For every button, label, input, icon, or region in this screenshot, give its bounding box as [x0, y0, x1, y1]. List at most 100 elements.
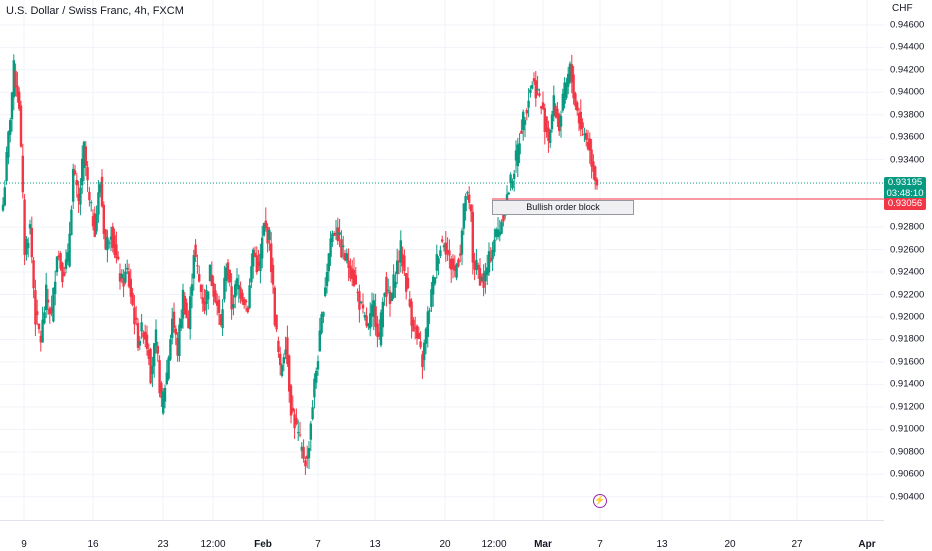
order-block-box[interactable] — [492, 200, 634, 215]
candle-body — [464, 196, 467, 212]
candle-body — [244, 300, 248, 303]
candle-body — [378, 332, 381, 337]
price-axis[interactable]: 0.94600 0.94400 0.94200 0.94000 0.93800 0.936… — [884, 0, 932, 520]
candle-body — [367, 323, 370, 327]
candle-body — [556, 108, 559, 119]
candle-body — [369, 313, 372, 329]
candle-body — [374, 306, 377, 327]
candle-body — [84, 146, 87, 167]
candle-body — [545, 116, 548, 133]
candle-body — [446, 249, 449, 254]
candle-body — [320, 313, 323, 334]
candle-body — [570, 64, 573, 83]
time-tick: 7 — [597, 539, 603, 550]
candle-body — [394, 281, 397, 288]
candle-body — [259, 253, 262, 272]
candle-body — [586, 141, 590, 150]
candlestick-chart[interactable] — [0, 0, 884, 520]
currency-label: CHF — [892, 3, 913, 14]
candle-body — [187, 317, 190, 329]
candle-body — [111, 226, 114, 248]
candle-body — [351, 268, 354, 280]
candle-body — [284, 349, 287, 355]
candle-body — [46, 299, 50, 303]
candle-body — [135, 317, 138, 320]
candle-body — [365, 315, 368, 326]
candle-body — [25, 238, 28, 255]
time-axis[interactable]: 9 16 23 12:00 Feb 7 13 20 12:00 Mar 7 13 20 27 Apr — [0, 520, 884, 551]
price-tick: 0.90600 — [890, 468, 925, 480]
candle-body — [414, 327, 417, 329]
candle-body — [498, 231, 501, 236]
candle-body — [99, 184, 102, 193]
candle-body — [336, 227, 339, 242]
candle-body — [385, 276, 388, 297]
candle-body — [527, 100, 530, 108]
candle-body — [381, 301, 384, 328]
candle-body — [250, 266, 253, 283]
candle-body — [228, 269, 231, 283]
candle-body — [302, 446, 305, 459]
candle-body — [567, 73, 570, 87]
candle-body — [61, 262, 64, 283]
candle-body — [376, 323, 379, 337]
candle-body — [174, 328, 177, 335]
candle-body — [145, 334, 149, 349]
candle-body — [23, 199, 26, 255]
candle-body — [558, 114, 561, 132]
candle-body — [275, 314, 278, 330]
candle-body — [41, 319, 44, 343]
candle-body — [63, 272, 66, 277]
candle-body — [253, 252, 257, 257]
candle-body — [540, 106, 543, 109]
candle-body — [493, 239, 496, 253]
time-tick: 20 — [439, 539, 451, 550]
candle-body — [266, 226, 269, 244]
candle-body — [118, 273, 122, 282]
candle-body — [536, 88, 539, 91]
candle-body — [108, 242, 111, 244]
time-tick: Feb — [254, 539, 272, 550]
candle-body — [93, 213, 96, 237]
candle-body — [208, 264, 212, 282]
candle-body — [349, 265, 352, 279]
time-tick: 9 — [21, 539, 27, 550]
candle-body — [169, 339, 172, 360]
price-tick: 0.92000 — [890, 311, 925, 323]
candle-body — [97, 192, 100, 215]
candle-body — [477, 265, 480, 270]
candle-body — [588, 138, 591, 151]
candle-body — [86, 167, 89, 181]
candle-body — [525, 109, 528, 114]
candle-body — [291, 407, 294, 412]
candle-body — [561, 93, 564, 111]
candle-body — [468, 194, 471, 203]
candle-body — [309, 423, 312, 440]
candle-body — [59, 253, 62, 269]
candle-body — [151, 365, 154, 375]
candle-body — [406, 277, 410, 289]
candle-body — [115, 244, 118, 259]
price-tick: 0.91000 — [890, 423, 925, 435]
candle-body — [460, 230, 464, 255]
candle-body — [500, 221, 503, 234]
candle-body — [234, 284, 237, 298]
candle-body — [32, 260, 35, 289]
candle-body — [428, 310, 431, 312]
candle-body — [342, 245, 345, 248]
candle-body — [131, 293, 134, 306]
lightning-icon[interactable]: ⚡ — [593, 494, 607, 508]
candle-body — [156, 345, 159, 354]
candle-body — [100, 176, 104, 207]
candle-body — [43, 312, 46, 324]
candle-body — [127, 271, 131, 287]
price-tick: 0.91400 — [890, 378, 925, 390]
candle-body — [223, 277, 226, 300]
candle-body — [248, 285, 251, 309]
candle-body — [28, 224, 32, 229]
candle-body — [531, 85, 534, 89]
candle-body — [486, 267, 489, 276]
candle-body — [1, 204, 5, 211]
time-tick: 20 — [724, 539, 736, 550]
